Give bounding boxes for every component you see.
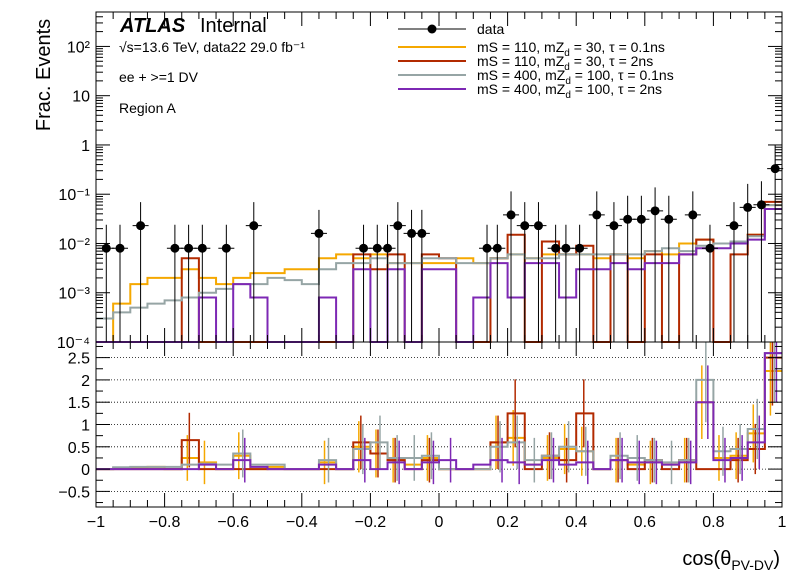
x-tick-label: −0.8 <box>149 514 181 531</box>
legend-rest: = 100, τ = 0.1ns <box>571 67 674 83</box>
data-point-24 <box>609 221 619 231</box>
data-point-27 <box>650 206 660 216</box>
data-point-33 <box>756 200 766 210</box>
data-point-17 <box>506 210 516 220</box>
upper-y-tick-label: 10² <box>67 39 91 56</box>
data-point-28 <box>664 214 674 224</box>
upper-y-tick-label: 10⁻¹ <box>58 187 90 204</box>
x-tick-label: −0.6 <box>217 514 249 531</box>
x-tick-label: 0.6 <box>634 514 656 531</box>
data-point-23 <box>592 210 602 220</box>
upper-y-tick-label: 10 <box>72 89 90 106</box>
x-tick-label: −0.2 <box>355 514 387 531</box>
data-point-29 <box>688 210 698 220</box>
x-tick-label: 0.8 <box>702 514 724 531</box>
x-tick-label: −0.4 <box>286 514 318 531</box>
legend-subscript: d <box>564 48 570 59</box>
data-point-4 <box>184 243 194 253</box>
data-point-6 <box>221 243 231 253</box>
lower-y-tick-label: 0 <box>81 462 90 479</box>
atlas-label: ATLAS <box>119 15 186 37</box>
data-point-13 <box>407 228 417 238</box>
data-point-22 <box>575 243 585 253</box>
data-point-15 <box>482 243 492 253</box>
data-point-18 <box>520 221 530 231</box>
upper-series-layer <box>96 145 784 343</box>
data-point-20 <box>551 243 561 253</box>
lower-y-tick-label: 0.5 <box>68 440 90 457</box>
legend-series-2-label: mS = 400, mZd = 100, τ = 0.1ns <box>477 67 674 87</box>
data-point-31 <box>729 221 739 231</box>
data-point-25 <box>623 214 633 224</box>
x-axis-label: cos(θPV-DV) <box>682 548 780 572</box>
ratio-series-3-line <box>96 352 782 471</box>
legend-rest: = 30, τ = 2ns <box>570 53 653 69</box>
data-point-32 <box>743 202 753 212</box>
legend-series-1-label: mS = 110, mZd = 30, τ = 2ns <box>477 53 653 73</box>
lower-y-axis: −0.5 0 0.5 1 1.5 2 2.5 <box>58 345 782 504</box>
x-tick-label: −1 <box>87 514 105 531</box>
legend-series-3-label: mS = 400, mZd = 100, τ = 2ns <box>477 81 662 101</box>
upper-series-4-line <box>96 208 782 343</box>
x-axis-label-tail: ) <box>773 548 780 570</box>
region-label: Region A <box>119 100 176 116</box>
upper-y-tick-label: 10⁻² <box>58 236 90 253</box>
data-point-7 <box>249 221 259 231</box>
data-point-1 <box>115 243 125 253</box>
legend-subscript: d <box>564 62 570 73</box>
data-point-0 <box>101 243 111 253</box>
x-tick-label: 0 <box>435 514 444 531</box>
data-point-9 <box>359 243 369 253</box>
y-axis-label: Frac. Events <box>33 19 55 131</box>
x-tick-label: 1 <box>778 514 787 531</box>
data-point-34 <box>770 164 780 174</box>
lower-y-tick-label: 2.5 <box>68 351 90 368</box>
legend-subscript: d <box>565 90 571 101</box>
upper-y-tick-label: 10⁻⁴ <box>57 335 90 352</box>
data-point-21 <box>561 243 571 253</box>
lower-y-tick-label: 1.5 <box>68 395 90 412</box>
legend-rest: = 100, τ = 2ns <box>571 81 662 97</box>
lower-y-tick-label: 1 <box>81 418 90 435</box>
legend-series-0-label: mS = 110, mZd = 30, τ = 0.1ns <box>477 39 665 59</box>
x-tick-label: 0.4 <box>565 514 587 531</box>
legend-subscript: d <box>565 76 571 87</box>
data-point-16 <box>492 243 502 253</box>
data-point-11 <box>383 243 393 253</box>
lower-y-tick-label: 2 <box>81 373 90 390</box>
data-point-2 <box>136 221 146 231</box>
legend-rest: = 30, τ = 0.1ns <box>570 39 665 55</box>
lumi-label: √s=13.6 TeV, data22 29.0 fb⁻¹ <box>119 39 305 55</box>
x-tick-label: 0.2 <box>496 514 518 531</box>
x-axis-label-base: cos(θ <box>682 548 731 570</box>
upper-y-tick-label: 1 <box>81 138 90 155</box>
lower-panel: −0.5 0 0.5 1 1.5 2 2.5 −1 −0.8 −0.6 −0.4 −0.2 0 0.2 0… <box>58 12 787 572</box>
lower-y-tick-label: −0.5 <box>58 484 90 501</box>
data-point-8 <box>314 228 324 238</box>
data-point-3 <box>170 243 180 253</box>
x-axis: −1 −0.8 −0.6 −0.4 −0.2 0 0.2 0.4 0.6 0.8 1 <box>87 12 787 531</box>
upper-y-tick-label: 10⁻³ <box>58 286 90 303</box>
legend-data-marker <box>427 24 437 34</box>
data-point-26 <box>636 214 646 224</box>
data-point-19 <box>533 221 543 231</box>
data-point-30 <box>705 243 715 253</box>
selection-label: ee + >=1 DV <box>119 69 199 85</box>
data-point-5 <box>197 243 207 253</box>
data-point-14 <box>417 228 427 238</box>
data-point-10 <box>372 243 382 253</box>
lower-series-layer <box>96 342 782 485</box>
legend-label-data: data <box>477 21 504 37</box>
x-axis-label-sub: PV-DV <box>731 557 774 572</box>
data-point-12 <box>393 221 403 231</box>
